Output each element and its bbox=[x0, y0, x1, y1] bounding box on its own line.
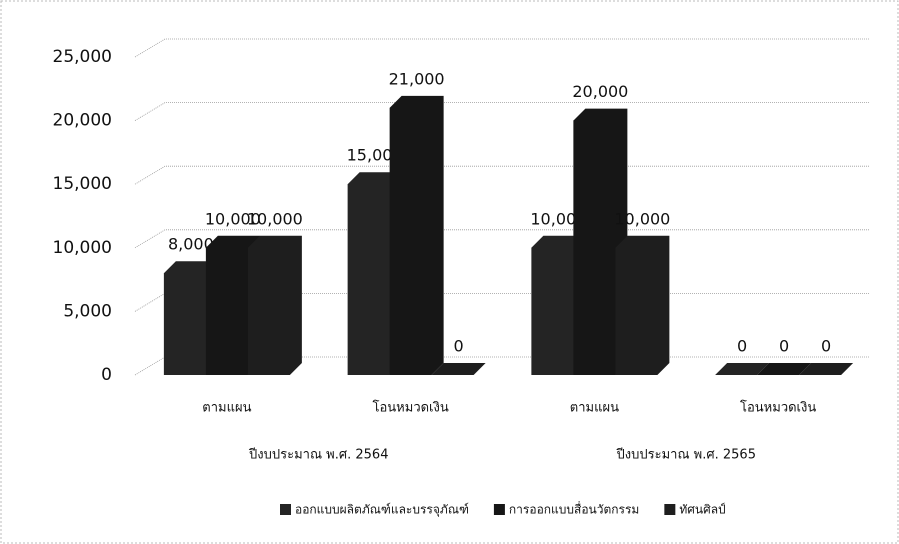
bar bbox=[205, 235, 260, 375]
bar bbox=[531, 235, 586, 375]
x-group-label: ปีงบประมาณ พ.ศ. 2565 bbox=[616, 447, 756, 463]
x-tick-label: ตามแผน bbox=[570, 401, 619, 416]
legend-swatch bbox=[493, 504, 505, 515]
value-label: 10,000 bbox=[530, 209, 586, 228]
x-tick-label: โอนหมวดเงิน bbox=[740, 400, 816, 416]
x-tick-label: ตามแผน bbox=[202, 401, 251, 416]
y-tick-label: 15,000 bbox=[53, 174, 112, 194]
bar bbox=[573, 108, 628, 375]
legend-swatch bbox=[664, 504, 676, 515]
value-label: 10,000 bbox=[614, 209, 670, 228]
value-label: 0 bbox=[737, 337, 747, 356]
value-label: 10,000 bbox=[247, 209, 303, 228]
bar bbox=[389, 95, 444, 375]
value-label: 21,000 bbox=[389, 69, 445, 88]
grid-line bbox=[134, 38, 870, 58]
legend-label: การออกแบบสื่อนวัตกรรม bbox=[509, 501, 639, 517]
y-tick-label: 20,000 bbox=[53, 111, 112, 131]
bar bbox=[757, 363, 812, 375]
y-tick-label: 25,000 bbox=[53, 47, 112, 67]
value-label: 0 bbox=[821, 337, 831, 356]
y-tick-label: 10,000 bbox=[53, 238, 112, 258]
grid-line bbox=[134, 165, 870, 185]
y-tick-label: 5,000 bbox=[63, 301, 112, 321]
x-tick-label: โอนหมวดเงิน bbox=[373, 400, 449, 416]
bar bbox=[615, 235, 670, 375]
x-group-label: ปีงบประมาณ พ.ศ. 2564 bbox=[248, 447, 388, 463]
y-tick-label: 0 bbox=[101, 365, 112, 385]
legend-swatch bbox=[280, 504, 291, 515]
bar bbox=[163, 261, 218, 375]
legend-label: ออกแบบผลิตภัณฑ์และบรรจุภัณฑ์ bbox=[295, 503, 469, 518]
value-label: 0 bbox=[779, 337, 789, 356]
legend-label: ทัศนศิลป์ bbox=[679, 503, 725, 517]
value-label: 8,000 bbox=[168, 235, 214, 254]
bar bbox=[247, 235, 302, 375]
value-label: 10,000 bbox=[205, 209, 261, 228]
bar bbox=[799, 363, 854, 375]
value-label: 0 bbox=[454, 337, 464, 356]
value-label: 15,000 bbox=[347, 146, 403, 165]
grid-line bbox=[134, 229, 870, 249]
bar bbox=[347, 172, 402, 375]
bar bbox=[431, 363, 486, 375]
value-label: 20,000 bbox=[572, 82, 628, 101]
bar bbox=[715, 363, 770, 375]
grid-line bbox=[134, 102, 870, 121]
